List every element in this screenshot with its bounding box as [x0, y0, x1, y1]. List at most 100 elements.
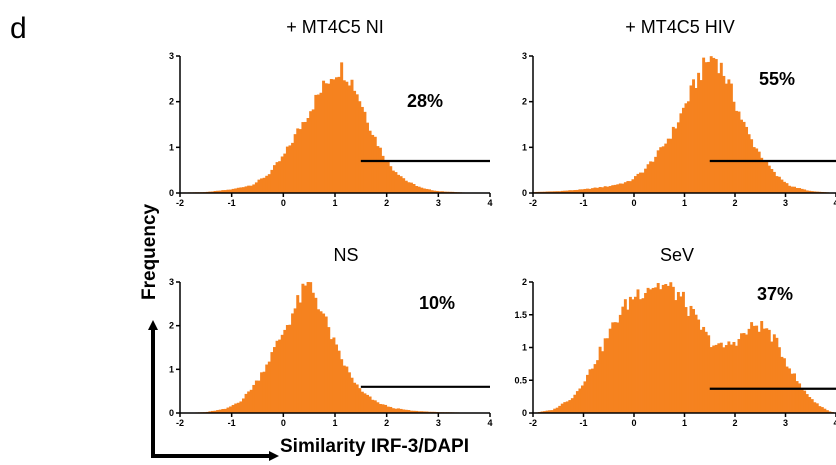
histogram-bar: [291, 313, 295, 413]
histogram-bar: [306, 118, 310, 193]
histogram-bar: [828, 411, 832, 413]
histogram-bar: [360, 106, 364, 193]
histogram-bar: [742, 333, 746, 413]
histogram-bar: [757, 331, 761, 413]
histogram-bar: [358, 388, 362, 413]
histogram-bar: [820, 407, 824, 413]
histogram-bar: [260, 372, 264, 413]
histogram-bar: [254, 380, 258, 413]
histogram-bar: [636, 173, 640, 193]
histogram-bar: [278, 161, 282, 193]
histogram-bar: [283, 329, 287, 413]
histogram-bar: [777, 176, 781, 193]
histogram-bar: [681, 107, 685, 193]
histogram-bar: [795, 381, 799, 413]
histogram-bar: [249, 185, 253, 193]
histogram-bar: [664, 284, 668, 413]
x-tick-label: 3: [783, 418, 788, 428]
histogram-bar: [353, 382, 357, 413]
histogram-bar: [329, 78, 333, 193]
x-tick-label: 0: [281, 418, 286, 428]
histogram-bar: [314, 297, 318, 413]
histogram-bar: [553, 408, 557, 413]
histogram-bar: [671, 286, 675, 413]
panel-mt4c5-ni: + MT4C5 NI 28% -2 -1 0 1 2 3 4 0 1 2 3: [169, 17, 493, 208]
histogram-bar: [697, 319, 701, 413]
histogram-bar: [309, 111, 313, 193]
histogram-bar: [389, 166, 393, 193]
histogram-bar: [304, 285, 307, 413]
histogram-bar: [596, 187, 600, 193]
histogram-bar: [404, 180, 408, 193]
panel-title: + MT4C5 HIV: [625, 17, 735, 37]
histogram-bar: [267, 174, 271, 193]
histogram-bar: [712, 57, 716, 193]
y-tick-label: 2: [169, 321, 174, 331]
histogram-bar: [727, 79, 731, 193]
histogram-bar: [808, 190, 812, 193]
histogram-bar: [671, 126, 675, 193]
histogram-bar: [540, 411, 544, 413]
histogram-bar: [407, 182, 411, 193]
histogram-bar: [704, 62, 708, 193]
histogram-bar: [613, 322, 617, 413]
histogram-bar: [342, 80, 346, 193]
histogram-bar: [755, 148, 759, 193]
histogram-bar: [578, 388, 582, 413]
histogram-bar: [304, 121, 307, 193]
x-tick-label: 2: [384, 198, 389, 208]
histogram-bar: [324, 316, 328, 413]
histogram-bar: [788, 368, 791, 413]
histogram-bar: [580, 385, 584, 413]
percentage-label: 28%: [407, 91, 443, 111]
histogram-bar: [699, 329, 703, 413]
y-tick-label: 0: [522, 188, 527, 198]
x-tick-label: 4: [487, 198, 492, 208]
histogram-bar: [570, 190, 574, 193]
histogram-bar: [646, 164, 650, 193]
histogram-bar: [790, 186, 794, 193]
histogram-bar: [389, 406, 393, 413]
x-tick-label: 2: [732, 198, 737, 208]
histogram-bar: [280, 156, 284, 193]
histogram-bar: [735, 345, 738, 413]
histogram-bar: [296, 128, 300, 193]
histogram-bar: [226, 407, 230, 413]
histogram-bar: [327, 83, 331, 193]
histogram-bar: [433, 190, 437, 193]
histogram-bar: [335, 77, 338, 193]
histogram-bar: [793, 186, 796, 193]
y-tick-label: 2: [522, 97, 527, 107]
histogram-bar: [319, 92, 323, 193]
histogram-bar: [654, 287, 658, 413]
histogram-bar: [651, 161, 655, 193]
histogram-bar: [767, 329, 771, 413]
panel-sev: SeV 37% -2 -1 0 1 2 3 4 0 0.5 1 1.5 2: [514, 245, 836, 428]
histogram-bar: [684, 307, 688, 413]
histogram-bar: [752, 325, 756, 413]
histogram-bar: [586, 188, 589, 193]
histogram-bar: [216, 410, 220, 413]
histogram-bar: [825, 410, 829, 413]
x-tick-label: 1: [332, 198, 337, 208]
histogram-bar: [397, 174, 400, 193]
histogram-bar: [371, 134, 375, 193]
histogram-bar: [208, 411, 212, 413]
x-tick-label: 4: [833, 198, 836, 208]
x-tick-label: -2: [176, 198, 184, 208]
histogram-bar: [394, 408, 398, 413]
histogram-bar: [798, 383, 802, 413]
histogram-bar: [391, 170, 395, 193]
x-tick-label: 4: [487, 418, 492, 428]
histogram-bars: [180, 62, 491, 194]
histogram-bar: [231, 188, 235, 193]
y-tick-label: 3: [522, 51, 527, 61]
histogram-bar: [386, 160, 390, 193]
histogram-bar: [288, 324, 292, 413]
histogram-bars: [533, 282, 836, 413]
histogram-bar: [634, 296, 637, 413]
histogram-bar: [257, 179, 261, 193]
histogram-bar: [704, 331, 708, 413]
histogram-bar: [805, 394, 809, 413]
histogram-bar: [621, 306, 625, 413]
